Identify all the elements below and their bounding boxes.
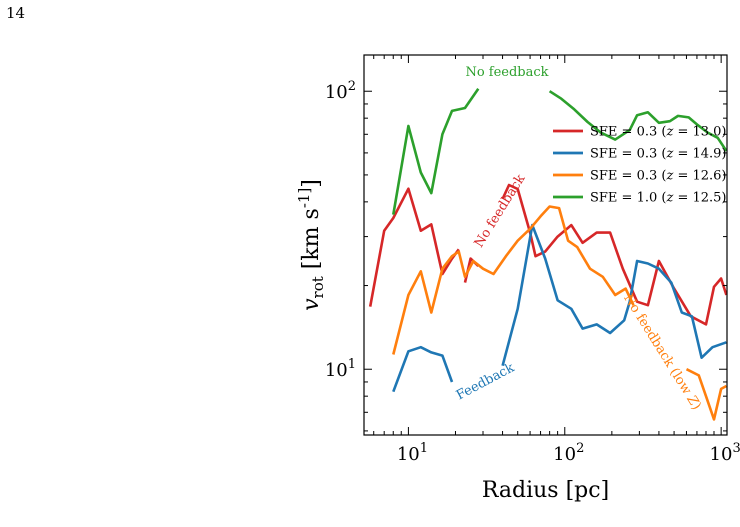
y-axis-label: vrot [km s-1]] — [295, 179, 327, 311]
x-tick-label: 102 — [553, 441, 584, 465]
series-layer — [368, 88, 727, 421]
plot-frame — [363, 54, 728, 436]
annotation-label: Feedback — [454, 360, 517, 403]
x-tick-label: 103 — [710, 441, 740, 465]
legend-label: SFE = 0.3 (z = 13.0) — [590, 125, 727, 140]
legend: SFE = 0.3 (z = 13.0) SFE = 0.3 (z = 14.9)… — [553, 125, 727, 206]
legend-label: SFE = 1.0 (z = 12.5) — [590, 191, 727, 206]
legend-label: SFE = 0.3 (z = 14.9) — [590, 147, 727, 162]
annotation-label: No feedback (low Z) — [620, 291, 704, 412]
series-line-1-segment-1 — [501, 223, 727, 367]
axis-ticks — [364, 55, 727, 435]
series-line-3-segment-1 — [548, 90, 727, 152]
series-line-0-segment-2 — [501, 183, 727, 326]
page-number: 14 — [6, 4, 26, 22]
series-line-0-segment-0 — [368, 187, 460, 307]
series-line-1-segment-0 — [392, 345, 454, 393]
y-tick-label: 102 — [325, 79, 356, 103]
legend-label: SFE = 0.3 (z = 12.6) — [590, 169, 727, 184]
y-tick-label: 101 — [325, 357, 356, 381]
x-tick-label: 101 — [397, 441, 428, 465]
annotation-label: No feedback — [465, 65, 548, 80]
series-line-3-segment-0 — [392, 88, 480, 215]
axis-labels: 101 102 103 101 102 Radius [pc] vrot [km s-1]] — [295, 79, 740, 503]
x-axis-label: Radius [pc] — [482, 478, 609, 503]
series-line-2-segment-0 — [392, 205, 635, 355]
series-line-2-segment-1 — [685, 368, 727, 421]
